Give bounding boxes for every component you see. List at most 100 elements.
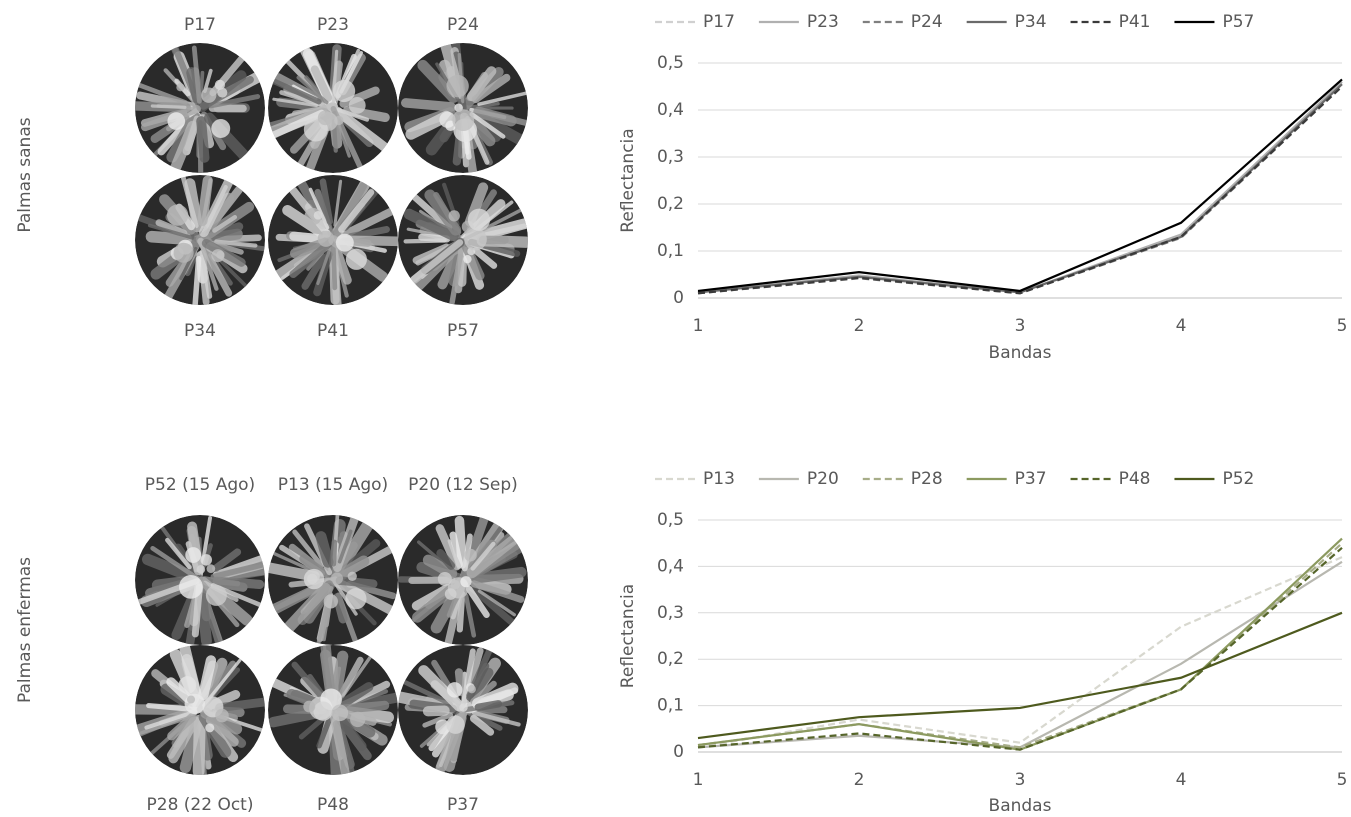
canopy-spot <box>350 711 366 728</box>
canopy-spot <box>205 584 227 606</box>
y-tick-label: 0 <box>673 742 684 762</box>
canopy-spot <box>313 701 333 721</box>
canopy-streak <box>319 178 334 225</box>
canopy-spot <box>200 554 213 566</box>
image-label: P23 <box>317 15 349 35</box>
series-line <box>697 560 1343 749</box>
canopy-streak <box>461 578 519 629</box>
canopy-streak <box>449 244 465 305</box>
canopy-spot <box>459 703 468 712</box>
legend-label: P57 <box>1222 12 1254 32</box>
canopy-streak <box>282 204 332 241</box>
legend-label: P48 <box>1119 469 1151 489</box>
canopy-streak <box>477 90 528 106</box>
canopy-image <box>135 645 265 775</box>
canopy-streak <box>332 682 374 712</box>
canopy-streak <box>469 111 506 139</box>
canopy-streak <box>410 239 464 283</box>
canopy-streak <box>279 90 331 109</box>
canopy-streak <box>337 716 367 752</box>
y-axis-label: Reflectancia <box>618 128 638 232</box>
canopy-streak <box>333 106 390 152</box>
canopy-spot <box>335 233 354 252</box>
x-tick-label: 5 <box>1337 770 1348 790</box>
canopy-streak <box>403 208 459 241</box>
canopy-streak <box>454 515 467 569</box>
canopy-streak <box>336 107 370 122</box>
canopy-image <box>398 43 528 173</box>
image-label: P28 (22 Oct) <box>147 795 254 815</box>
x-tick-label: 1 <box>693 316 704 336</box>
series-line <box>697 81 1343 294</box>
canopy-streak <box>468 115 496 147</box>
series-line <box>697 85 1343 295</box>
canopy-streak <box>422 705 450 717</box>
canopy-spot <box>332 79 356 103</box>
x-tick-label: 2 <box>854 316 865 336</box>
canopy-streak <box>197 175 213 227</box>
canopy-spot <box>211 119 231 138</box>
canopy-streak <box>460 648 476 709</box>
canopy-image <box>135 175 265 305</box>
x-tick-label: 3 <box>1015 316 1026 336</box>
canopy-spot <box>313 210 323 220</box>
image-label: P52 (15 Ago) <box>145 475 255 495</box>
canopy-streak <box>472 682 519 710</box>
canopy-streak <box>460 239 485 281</box>
canopy-streak <box>271 78 322 105</box>
canopy-streak <box>212 215 238 233</box>
canopy-streak <box>424 189 462 236</box>
canopy-streak <box>401 98 456 112</box>
y-tick-label: 0,2 <box>657 194 684 214</box>
canopy-streak <box>212 548 242 572</box>
image-label: P34 <box>184 321 216 341</box>
canopy-streak <box>272 97 319 108</box>
canopy-streak <box>192 714 206 775</box>
canopy-spot <box>460 576 472 588</box>
y-tick-label: 0,1 <box>657 241 684 261</box>
canopy-streak <box>196 592 212 645</box>
y-tick-label: 0,5 <box>657 510 684 530</box>
canopy-streak <box>316 245 333 286</box>
canopy-spot <box>185 547 202 563</box>
canopy-streak <box>310 65 333 102</box>
canopy-spot <box>178 574 203 599</box>
canopy-streak <box>296 75 329 105</box>
canopy-streak <box>467 66 497 102</box>
canopy-spot <box>166 204 189 226</box>
canopy-streak <box>346 226 390 240</box>
canopy-image <box>398 515 528 645</box>
canopy-streak <box>471 73 511 104</box>
y-tick-label: 0,4 <box>657 100 684 120</box>
canopy-streak <box>268 550 319 575</box>
canopy-streak <box>412 585 456 623</box>
canopy-spot <box>215 708 229 723</box>
canopy-streak <box>151 576 189 592</box>
legend-label: P52 <box>1222 469 1254 489</box>
image-label: P13 (15 Ago) <box>278 475 388 495</box>
canopy-streak <box>403 238 447 244</box>
series-line <box>697 78 1343 293</box>
canopy-streak <box>473 106 517 127</box>
canopy-streak <box>155 219 188 237</box>
canopy-streak <box>338 656 364 697</box>
canopy-streak <box>165 537 192 570</box>
canopy-streak <box>145 230 192 245</box>
canopy-spot <box>184 693 206 715</box>
canopy-streak <box>208 94 261 109</box>
canopy-spot <box>176 83 185 92</box>
canopy-spot <box>448 210 460 222</box>
canopy-streak <box>466 533 521 579</box>
canopy-streak <box>470 580 525 603</box>
canopy-streak <box>168 716 199 764</box>
canopy-image <box>398 645 528 775</box>
canopy-streak <box>418 665 465 712</box>
canopy-streak <box>329 708 350 775</box>
canopy-image <box>135 43 265 173</box>
canopy-spot <box>467 208 491 231</box>
canopy-streak <box>150 545 200 581</box>
canopy-streak <box>417 59 459 104</box>
canopy-streak <box>471 566 527 584</box>
canopy-image <box>268 175 398 305</box>
series-line <box>697 547 1343 751</box>
